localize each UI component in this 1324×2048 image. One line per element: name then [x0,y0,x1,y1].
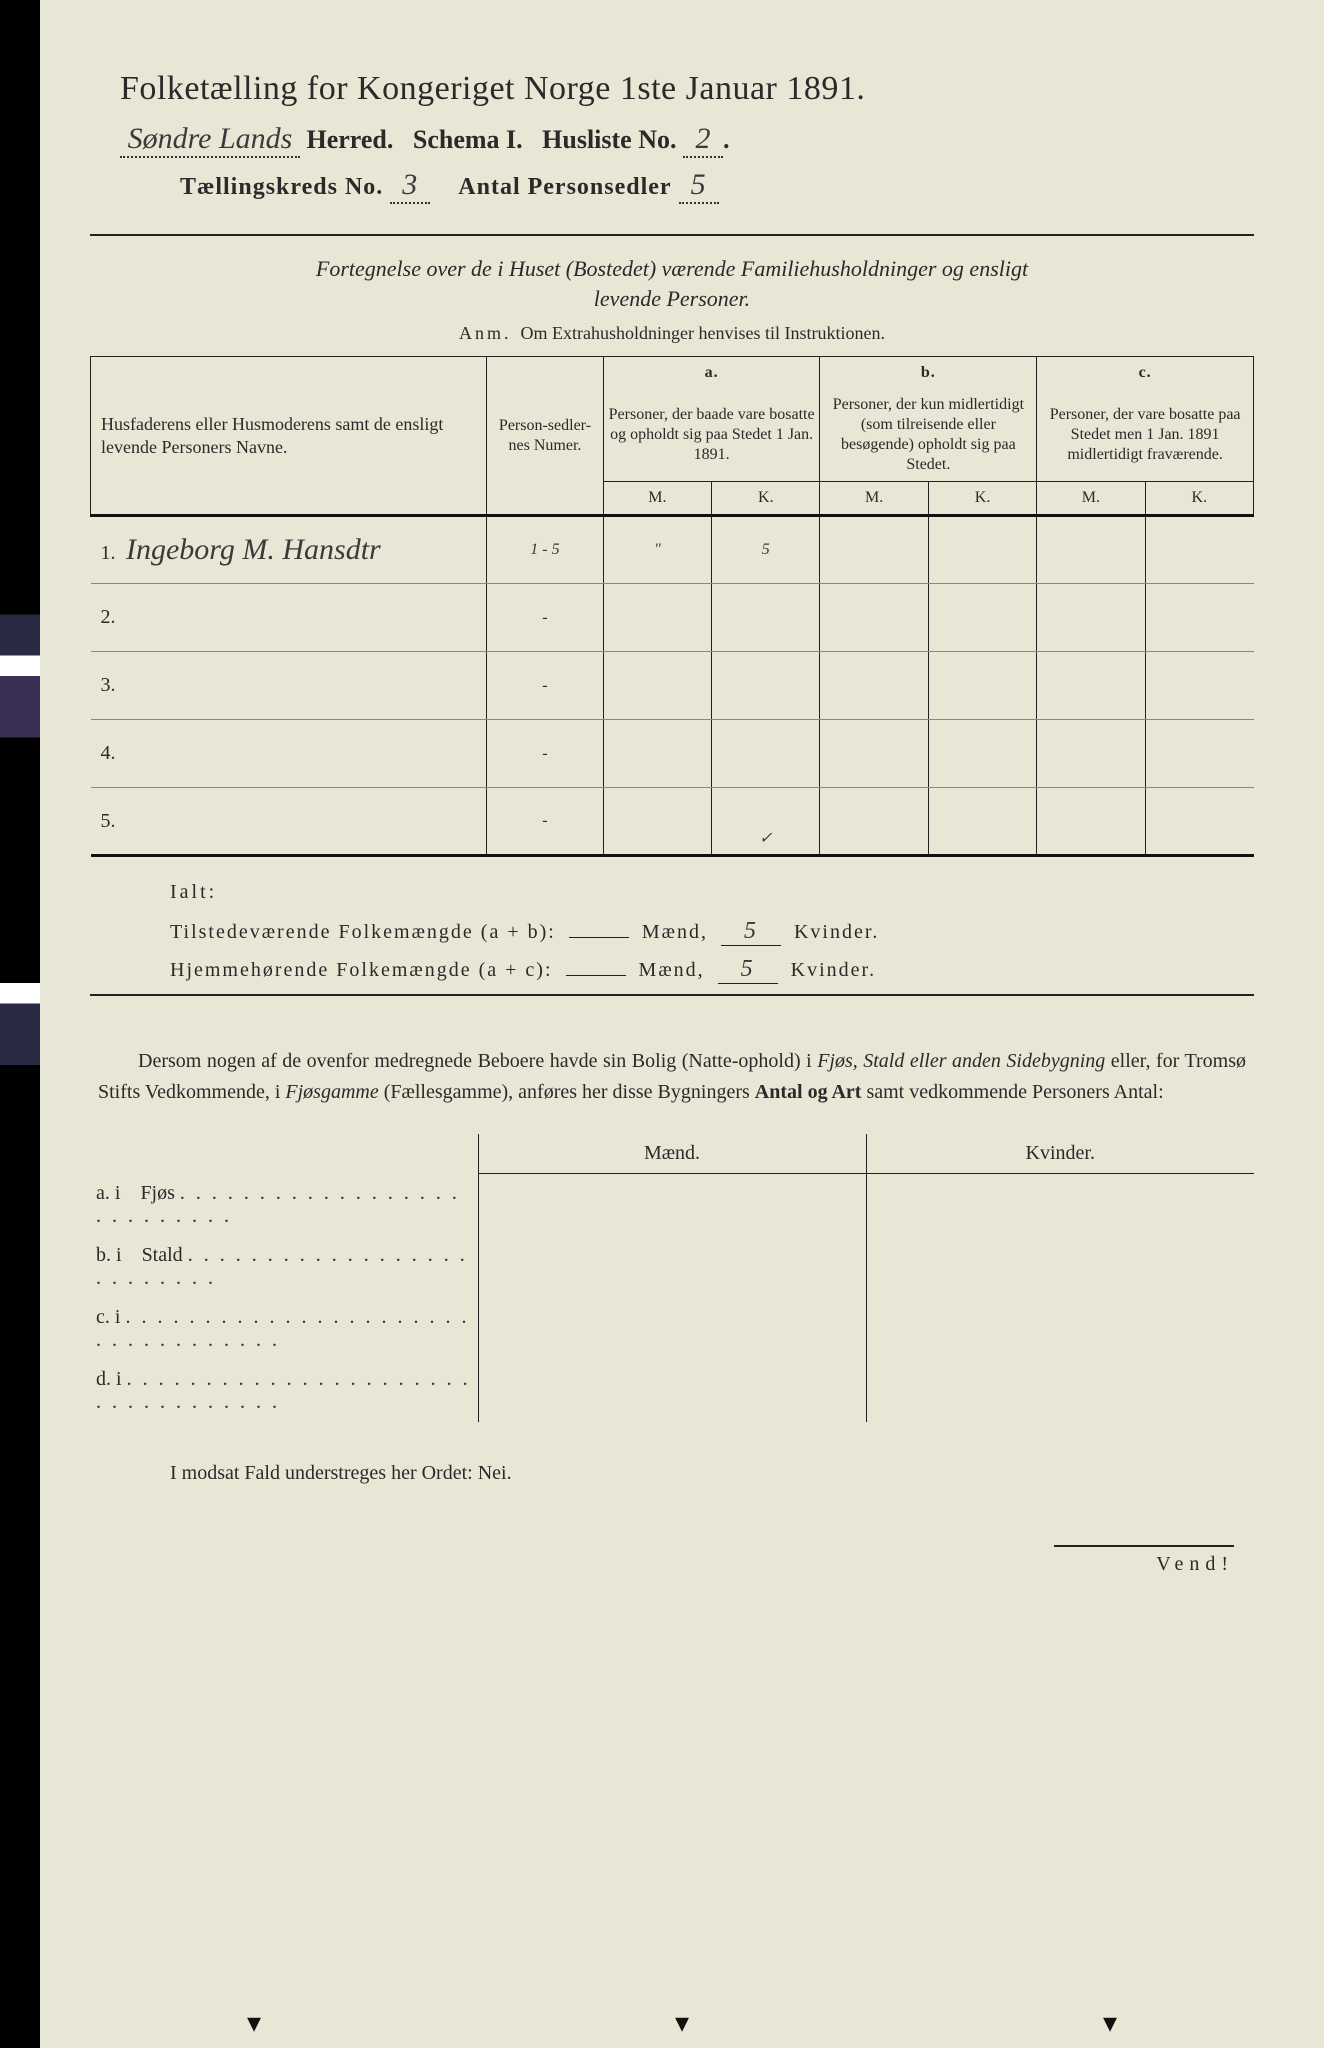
building-row: a. i Fjøs . . . . . . . . . . . . . . . … [90,1174,1254,1236]
herred-line: Søndre Lands Herred. Schema I. Husliste … [90,122,1254,158]
kreds-label: Tællingskreds No. [180,174,383,200]
scan-container: Folketælling for Kongeriget Norge 1ste J… [0,0,1324,2048]
th-b: Personer, der kun midlertidigt (som tilr… [820,389,1037,482]
census-table: Husfaderens eller Husmoderens samt de en… [90,356,1254,857]
page-title: Folketælling for Kongeriget Norge 1ste J… [90,70,1254,108]
kreds-line: Tællingskreds No. 3 Antal Personsedler 5 [90,168,1254,204]
herred-value: Søndre Lands [120,122,300,158]
totals-row-ab: Tilstedeværende Folkemængde (a + b): Mæn… [170,918,1254,946]
th-c-top: c. [1037,357,1254,390]
th-b-top: b. [820,357,1037,390]
building-row: d. i . . . . . . . . . . . . . . . . . .… [90,1360,1254,1422]
film-edge [0,0,40,2048]
divider [90,234,1254,236]
th-a: Personer, der baade vare bosatte og opho… [603,389,820,482]
husliste-value: 2 [683,122,723,158]
table-row: 3. - [91,652,1254,720]
th-b-m: M. [820,482,928,516]
herred-label: Herred. [307,125,394,154]
page-edge-marks: ▾▾▾ [40,2006,1324,2040]
totals-block: Ialt: Tilstedeværende Folkemængde (a + b… [170,881,1254,984]
table-row: 2. - [91,584,1254,652]
divider [90,994,1254,996]
intro-line1: Fortegnelse over de i Huset (Bostedet) v… [316,256,1028,281]
antal-value: 5 [679,168,719,204]
th-c-k: K. [1145,482,1253,516]
totals-row-ac: Hjemmehørende Folkemængde (a + c): Mænd,… [170,956,1254,984]
schema-label: Schema I. [413,125,523,154]
th-a-m: M. [603,482,711,516]
th-name: Husfaderens eller Husmoderens samt de en… [91,357,487,516]
anm-label: Anm. [459,323,512,343]
th-b-k: K. [928,482,1036,516]
table-row: 1. Ingeborg M. Hansdtr 1 - 5 " 5 [91,516,1254,584]
building-table: Mænd. Kvinder. a. i Fjøs . . . . . . . .… [90,1134,1254,1422]
th-c-m: M. [1037,482,1145,516]
bld-hdr-m: Mænd. [478,1134,866,1174]
bld-hdr-k: Kvinder. [866,1134,1254,1174]
kreds-value: 3 [390,168,430,204]
nei-line: I modsat Fald understreges her Ordet: Ne… [90,1462,1254,1485]
intro-text: Fortegnelse over de i Huset (Bostedet) v… [90,254,1254,313]
intro-line2: levende Personer. [594,286,750,311]
husliste-label: Husliste No. [542,125,676,154]
building-row: b. i Stald . . . . . . . . . . . . . . .… [90,1236,1254,1298]
building-paragraph: Dersom nogen af de ovenfor medregnede Be… [90,1046,1254,1108]
th-num: Person-sedler-nes Numer. [487,357,604,516]
th-a-top: a. [603,357,820,390]
th-c: Personer, der vare bosatte paa Stedet me… [1037,389,1254,482]
vend-block: Vend! [90,1545,1254,1576]
building-row: c. i . . . . . . . . . . . . . . . . . .… [90,1298,1254,1360]
annotation: Anm. Om Extrahusholdninger henvises til … [90,323,1254,344]
document-page: Folketælling for Kongeriget Norge 1ste J… [40,0,1324,2048]
anm-text: Om Extrahusholdninger henvises til Instr… [521,323,885,343]
table-row: 5. - ✓ [91,788,1254,856]
th-a-k: K. [712,482,820,516]
ialt-label: Ialt: [170,881,1254,904]
table-body: 1. Ingeborg M. Hansdtr 1 - 5 " 5 2. - 3.… [91,516,1254,856]
antal-label: Antal Personsedler [458,174,671,200]
table-row: 4. - [91,720,1254,788]
